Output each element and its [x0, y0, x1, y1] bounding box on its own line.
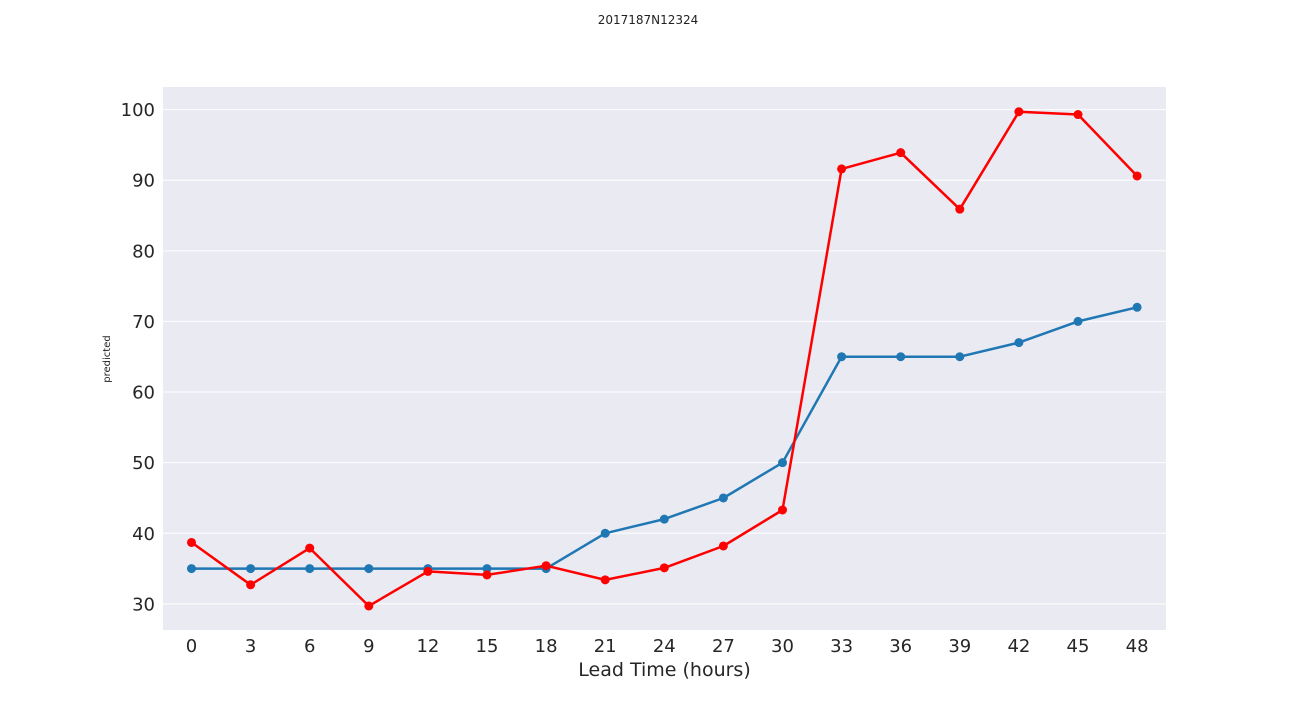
data-point — [718, 541, 728, 551]
data-point — [778, 458, 787, 468]
plot-area — [163, 87, 1166, 630]
data-point — [364, 564, 374, 574]
x-tick-label: 12 — [416, 636, 439, 657]
x-tick-label: 6 — [304, 636, 315, 657]
chart-title: 2017187N12324 — [598, 13, 699, 27]
data-point — [718, 493, 728, 503]
x-tick-label: 0 — [186, 636, 197, 657]
data-point — [1073, 316, 1083, 326]
data-point — [305, 543, 315, 553]
data-point — [246, 580, 256, 590]
y-tick-label: 40 — [132, 524, 155, 545]
data-point — [305, 564, 315, 574]
data-point — [600, 575, 610, 585]
data-point — [1014, 338, 1024, 348]
x-tick-label: 3 — [245, 636, 256, 657]
x-tick-label: 42 — [1007, 636, 1030, 657]
data-point — [837, 352, 847, 362]
data-point — [837, 164, 847, 174]
data-point — [659, 514, 669, 524]
data-point — [187, 537, 196, 547]
x-tick-label: 18 — [535, 636, 558, 657]
y-tick-label: 70 — [132, 312, 155, 333]
data-point — [659, 563, 669, 573]
series-2 — [187, 107, 1142, 611]
data-point — [896, 352, 906, 362]
data-point — [600, 528, 610, 538]
data-point — [364, 601, 374, 611]
data-point — [246, 564, 256, 574]
x-tick-label: 36 — [889, 636, 912, 657]
x-tick-label: 48 — [1126, 636, 1149, 657]
data-point — [1132, 302, 1142, 312]
data-point — [423, 566, 433, 576]
y-tick-label: 90 — [132, 171, 155, 192]
x-tick-label: 24 — [653, 636, 676, 657]
data-point — [1132, 171, 1142, 181]
x-tick-label: 9 — [363, 636, 374, 657]
series-layer — [187, 107, 1142, 611]
data-point — [541, 561, 551, 571]
x-tick-label: 33 — [830, 636, 853, 657]
x-tick-label: 27 — [712, 636, 735, 657]
data-point — [778, 505, 787, 515]
x-tick-label: 30 — [771, 636, 794, 657]
y-tick-label: 60 — [132, 383, 155, 404]
data-point — [482, 570, 492, 580]
data-point — [896, 148, 906, 158]
y-axis-ticks: 30 40 50 60 70 80 90 100 — [121, 100, 155, 615]
x-tick-label: 21 — [594, 636, 617, 657]
data-point — [1014, 107, 1024, 117]
y-axis-label: predicted — [102, 335, 113, 382]
grid-lines — [163, 109, 1166, 605]
x-tick-label: 45 — [1067, 636, 1090, 657]
x-axis-label: Lead Time (hours) — [578, 659, 750, 681]
y-tick-label: 80 — [132, 241, 155, 262]
y-tick-label: 100 — [121, 100, 155, 121]
data-point — [955, 204, 965, 214]
data-point — [955, 352, 965, 362]
y-tick-label: 30 — [132, 594, 155, 615]
y-tick-label: 50 — [132, 453, 155, 474]
x-tick-label: 39 — [948, 636, 971, 657]
data-point — [187, 564, 196, 574]
x-tick-label: 15 — [476, 636, 499, 657]
x-axis-ticks: 0 3 6 9 12 15 18 21 24 27 30 33 36 39 42 45 48 — [186, 636, 1149, 657]
data-point — [482, 564, 492, 574]
data-point — [1073, 110, 1083, 120]
